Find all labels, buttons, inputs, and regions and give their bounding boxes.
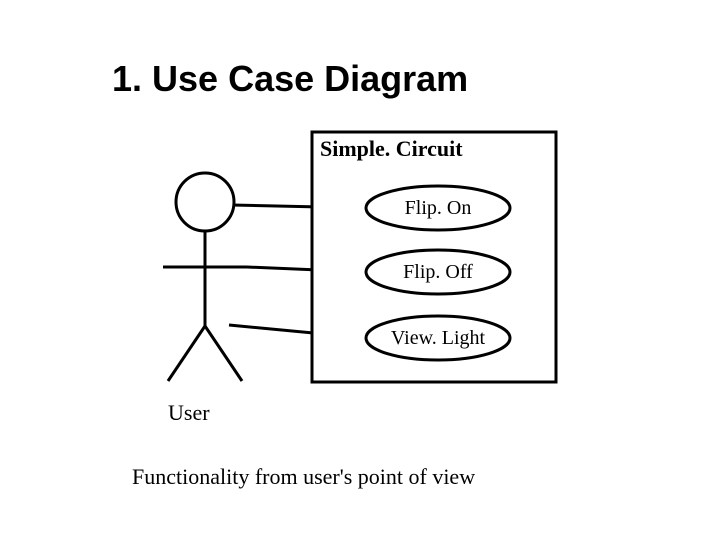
use-case-label-flip-off: Flip. Off xyxy=(403,261,473,283)
actor-leg-left-line xyxy=(168,326,205,381)
actor-label: User xyxy=(168,400,210,425)
use-case-diagram-svg: Simple. Circuit Flip. On Flip. Off View. L… xyxy=(0,0,720,540)
actor-head-icon xyxy=(176,173,234,231)
system-boundary-label: Simple. Circuit xyxy=(320,136,463,161)
use-case-label-view-light: View. Light xyxy=(391,327,486,349)
actor-user-figure xyxy=(163,173,247,381)
use-case-label-flip-on: Flip. On xyxy=(405,197,472,219)
actor-leg-right-line xyxy=(205,326,242,381)
use-case-group: Flip. On Flip. Off View. Light xyxy=(366,186,510,360)
